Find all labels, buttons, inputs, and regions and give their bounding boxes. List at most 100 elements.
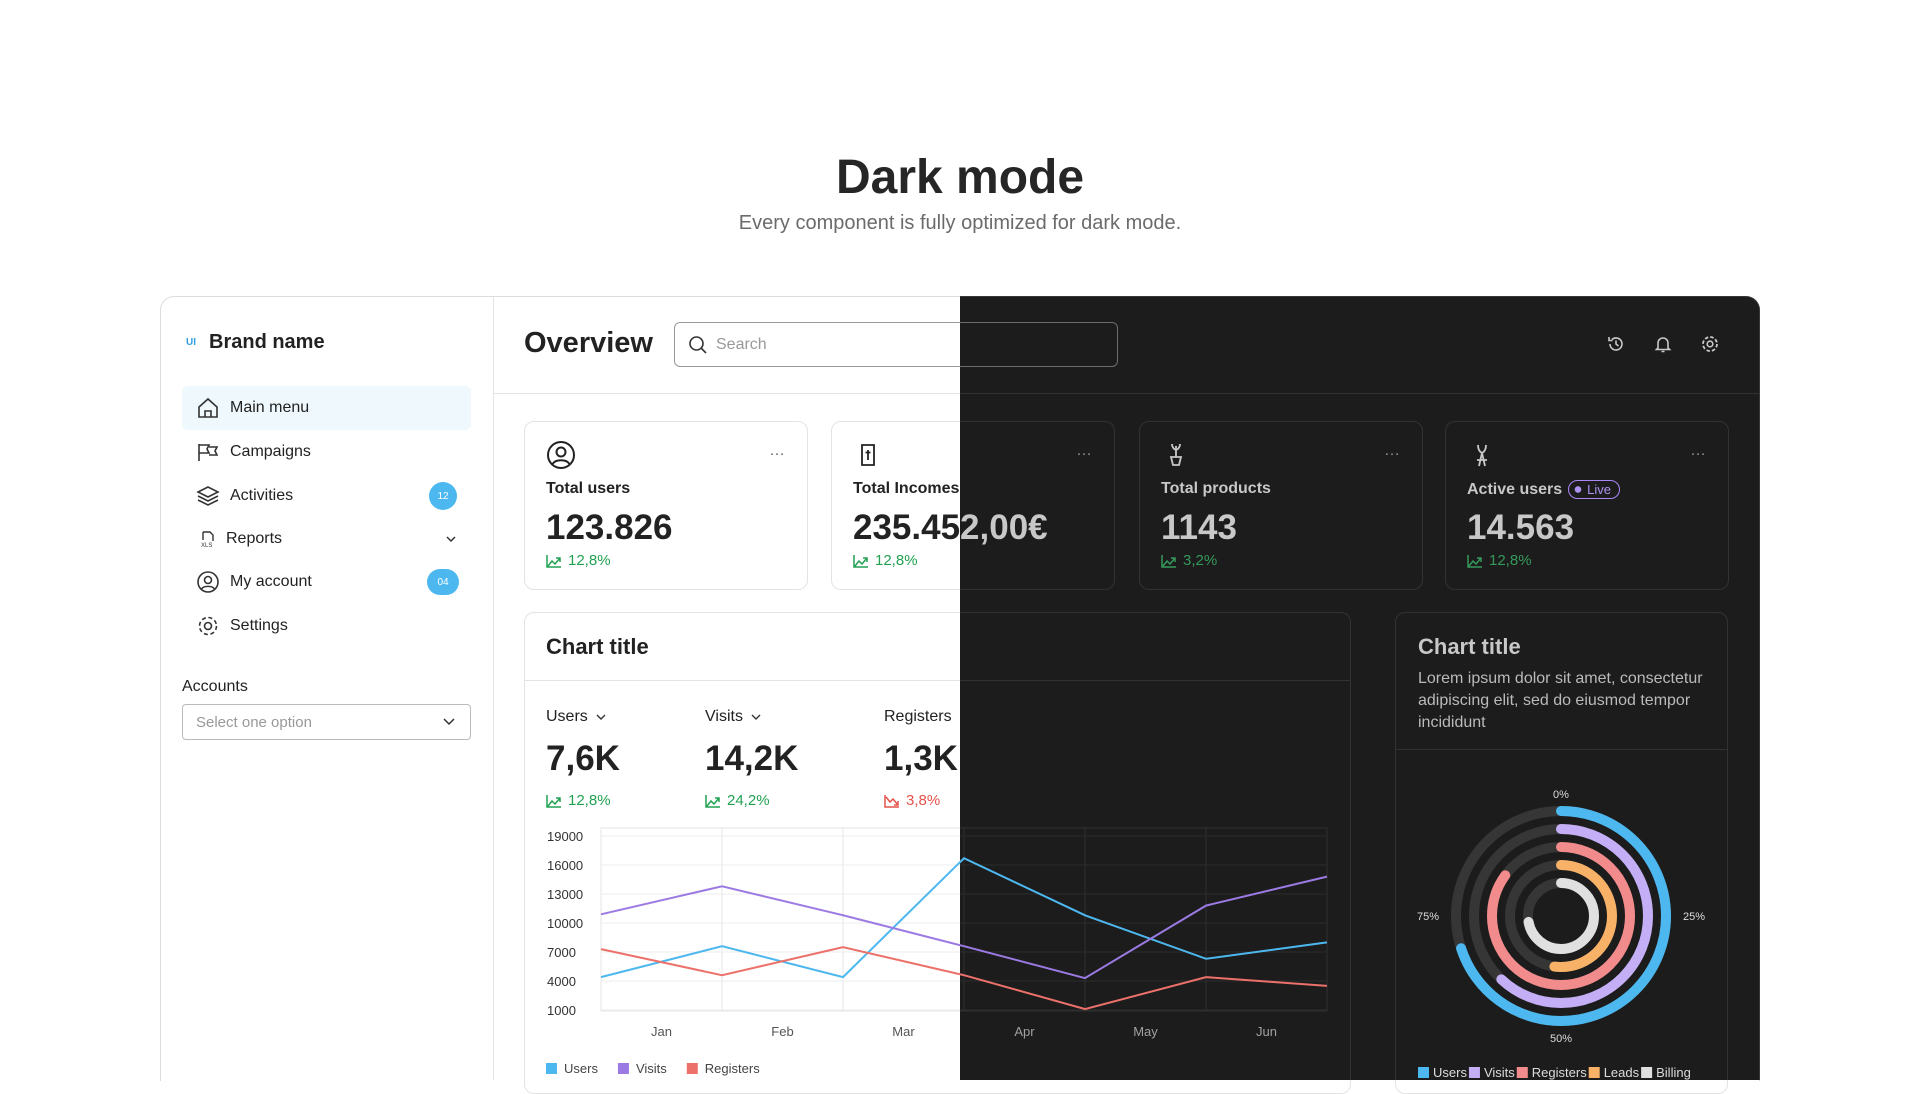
legend-label: Users [564, 1061, 598, 1076]
y-tick-label: 1000 [547, 1003, 576, 1018]
settings-icon [198, 616, 218, 636]
x-tick-label: Feb [771, 1024, 793, 1039]
trend-icon [546, 794, 561, 808]
metric-change-text: 3,8% [906, 792, 941, 809]
select-placeholder: Select one option [196, 713, 312, 731]
metric-label-row: Users [546, 708, 606, 726]
stat-icon [547, 441, 575, 469]
legend-swatch [686, 1063, 698, 1074]
trend-path [546, 794, 561, 808]
chevron-path [596, 714, 606, 720]
trend-icon [853, 554, 868, 568]
megaphone-icon [198, 444, 219, 461]
stat-change-text: 12,8% [568, 552, 611, 569]
account-select[interactable]: Select one option [182, 704, 471, 740]
chevron-icon [443, 718, 455, 726]
menu-label: Settings [230, 617, 288, 634]
page-subtitle: Every component is fully optimized for d… [738, 212, 1182, 234]
y-tick-label: 13000 [547, 887, 583, 902]
legend-swatch [617, 1063, 629, 1074]
stat-title: Total Incomes [853, 480, 960, 497]
menu-label: Activities [230, 487, 294, 504]
x-tick-label: Mar [892, 1024, 915, 1039]
metric-change-text: 12,8% [568, 792, 611, 809]
metric-label: Visits [705, 708, 743, 725]
y-tick-label: 10000 [547, 916, 583, 931]
metric-value: 7,6K [546, 739, 620, 778]
svg-text:XLS: XLS [201, 543, 212, 548]
metric-label-row: Visits [705, 708, 761, 726]
menu-badge: 12 [429, 482, 457, 510]
menu-label: Reports [226, 530, 283, 547]
stat-icon [861, 444, 875, 466]
trend-path [546, 554, 561, 568]
icon-part [555, 446, 567, 458]
trend-path [705, 794, 720, 808]
dark-mode-half [960, 296, 1760, 1080]
stat-title-row: Total Incomes [853, 480, 959, 498]
metric-change: 24,2% [705, 792, 770, 809]
chevron-icon [751, 714, 761, 720]
chevron-path [751, 714, 761, 720]
icon-part [551, 459, 571, 465]
icon-part [547, 441, 575, 469]
accounts-label: Accounts [182, 678, 248, 695]
menu-label: My account [230, 573, 312, 590]
metric-change: 3,8% [884, 792, 940, 809]
layers-icon [196, 486, 220, 506]
metric-value: 1,3K [884, 739, 958, 778]
brand-name: Brand name [209, 331, 325, 353]
search-placeholder: Search [716, 335, 767, 353]
trend-icon [705, 794, 720, 808]
stat-value: 123.826 [546, 508, 673, 547]
search-icon [689, 335, 707, 354]
page-title: Dark mode [835, 151, 1085, 204]
trend-path [884, 794, 899, 808]
metric-label-row: Registers [884, 708, 952, 726]
chevron-icon [446, 536, 456, 543]
menu-label: Campaigns [230, 443, 311, 460]
y-tick-label: 16000 [547, 858, 583, 873]
metric-change: 12,8% [546, 792, 611, 809]
menu-item[interactable]: Activities 12 [182, 474, 471, 518]
chevron-icon [596, 714, 606, 720]
stat-card [524, 421, 808, 590]
metric-label: Registers [884, 708, 952, 725]
y-tick-label: 19000 [547, 829, 583, 844]
menu-item[interactable]: Settings [182, 604, 471, 648]
topbar-title: Overview [524, 327, 653, 359]
menu-item[interactable]: XLS Reports [182, 517, 471, 561]
menu-item[interactable]: Campaigns [182, 430, 471, 474]
legend-swatch [546, 1063, 557, 1074]
more-button: … [769, 442, 786, 459]
metric-value: 14,2K [705, 739, 799, 778]
trend-icon [546, 554, 561, 568]
stat-change: 12,8% [546, 552, 611, 569]
account-icon [197, 571, 219, 593]
stat-change: 12,8% [853, 552, 918, 569]
menu-label: Main menu [230, 399, 310, 416]
legend-label: Visits [636, 1061, 667, 1076]
home-icon [198, 397, 218, 418]
trend-icon [884, 794, 899, 808]
trend-path [853, 554, 868, 568]
stat-title-row: Total users [546, 480, 630, 498]
metric-change-text: 24,2% [727, 792, 770, 809]
menu-badge: 04 [427, 569, 459, 595]
y-tick-label: 7000 [547, 945, 576, 960]
stat-title: Total users [546, 480, 631, 497]
y-tick-label: 4000 [547, 974, 576, 989]
stat-change-text: 12,8% [875, 552, 918, 569]
menu-item[interactable]: My account 04 [182, 560, 471, 604]
card-divider [525, 680, 1350, 681]
sidebar-divider [493, 297, 494, 1080]
legend-label: Registers [705, 1061, 760, 1076]
report-icon: XLS [201, 531, 214, 548]
x-tick-label: Jan [651, 1024, 672, 1039]
icon-part [861, 444, 875, 466]
menu-item[interactable]: Main menu [182, 386, 471, 430]
metric-label: Users [546, 708, 588, 725]
logo: UI [186, 337, 196, 348]
chart-title: Chart title [546, 634, 649, 659]
